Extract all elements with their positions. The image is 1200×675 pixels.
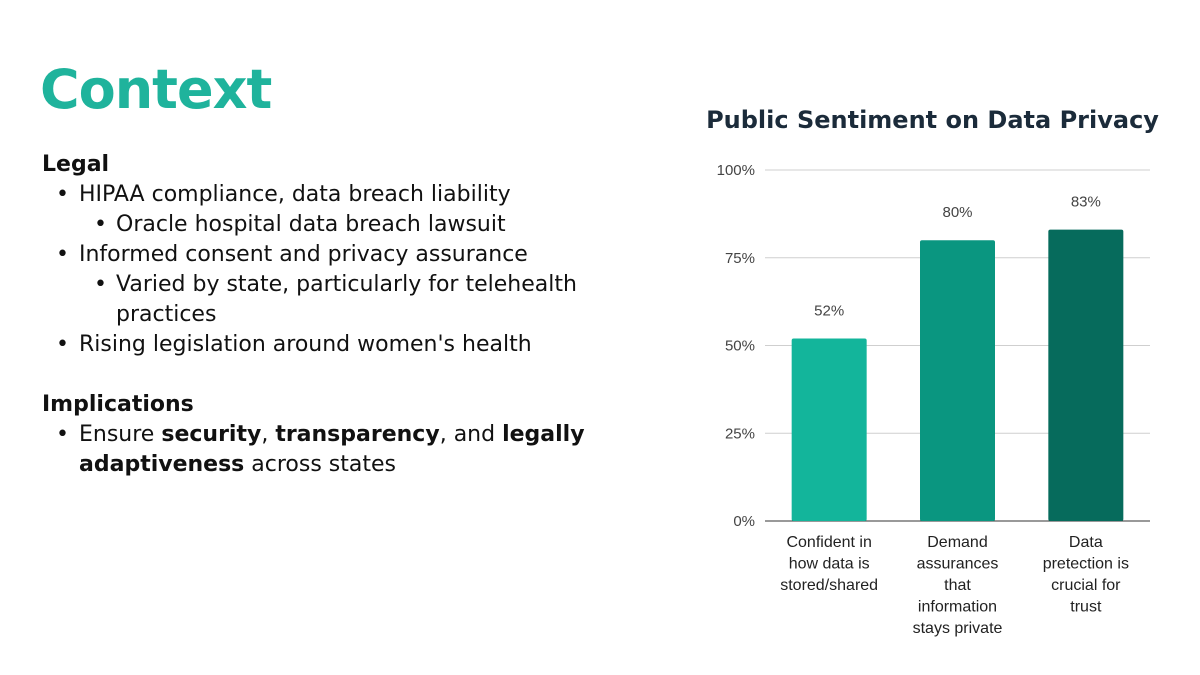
legal-list: HIPAA compliance, data breach liability … — [42, 180, 642, 360]
y-tick-label: 0% — [733, 513, 755, 530]
legal-heading: Legal — [42, 152, 110, 177]
x-category-label: information — [918, 599, 997, 616]
y-tick-label: 75% — [725, 250, 755, 267]
legal-item: Rising legislation around women's health — [42, 330, 642, 360]
implication-text: , and — [439, 422, 503, 447]
implication-bold-security: security — [161, 422, 262, 447]
implication-item: Ensure security, transparency, and legal… — [42, 420, 642, 480]
x-category-label: Confident in — [786, 534, 871, 551]
x-category-label: that — [944, 577, 971, 594]
labels: 0% 25% 50% 75% 100% 52% Confident in how data i… — [717, 162, 1129, 637]
implication-bold-legally-adaptiveness: legally adaptiveness — [79, 422, 585, 477]
x-category-label: trust — [1070, 599, 1102, 616]
x-category-label: assurances — [917, 556, 999, 573]
implication-text: Ensure — [79, 422, 162, 447]
chart-title: Public Sentiment on Data Privacy — [706, 106, 1159, 134]
y-tick-label: 50% — [725, 338, 755, 355]
x-category-label: how data is — [789, 556, 870, 573]
bar — [920, 240, 995, 521]
legal-subitem: Varied by state, particularly for telehe… — [42, 270, 642, 330]
legal-subitem: Oracle hospital data breach lawsuit — [42, 210, 642, 240]
y-tick-label: 100% — [717, 162, 755, 179]
x-category-label: stays private — [913, 620, 1003, 637]
x-category-label: pretection is — [1043, 556, 1129, 573]
implication-text: across states — [244, 452, 396, 477]
data-label: 83% — [1071, 194, 1101, 211]
x-category-label: stored/shared — [780, 577, 878, 594]
bar — [791, 338, 867, 521]
bars — [791, 229, 1124, 522]
slide-title: Context — [40, 58, 272, 121]
implication-text: , — [261, 422, 276, 447]
implications-heading: Implications — [42, 392, 194, 417]
x-category-label: Data — [1069, 534, 1103, 551]
context-text-block: Legal HIPAA compliance, data breach liab… — [42, 150, 642, 480]
data-label: 80% — [942, 204, 972, 221]
implications-list: Ensure security, transparency, and legal… — [42, 420, 642, 480]
bar — [1048, 229, 1124, 522]
legal-item: HIPAA compliance, data breach liability — [42, 180, 642, 210]
data-label: 52% — [814, 302, 844, 319]
y-tick-label: 25% — [725, 425, 755, 442]
bar-chart: 0% 25% 50% 75% 100% 52% Confident in how data i… — [717, 162, 1150, 637]
x-category-label: Demand — [927, 534, 987, 551]
implication-bold-transparency: transparency — [275, 422, 440, 447]
legal-item: Informed consent and privacy assurance — [42, 240, 642, 270]
x-category-label: crucial for — [1051, 577, 1121, 594]
